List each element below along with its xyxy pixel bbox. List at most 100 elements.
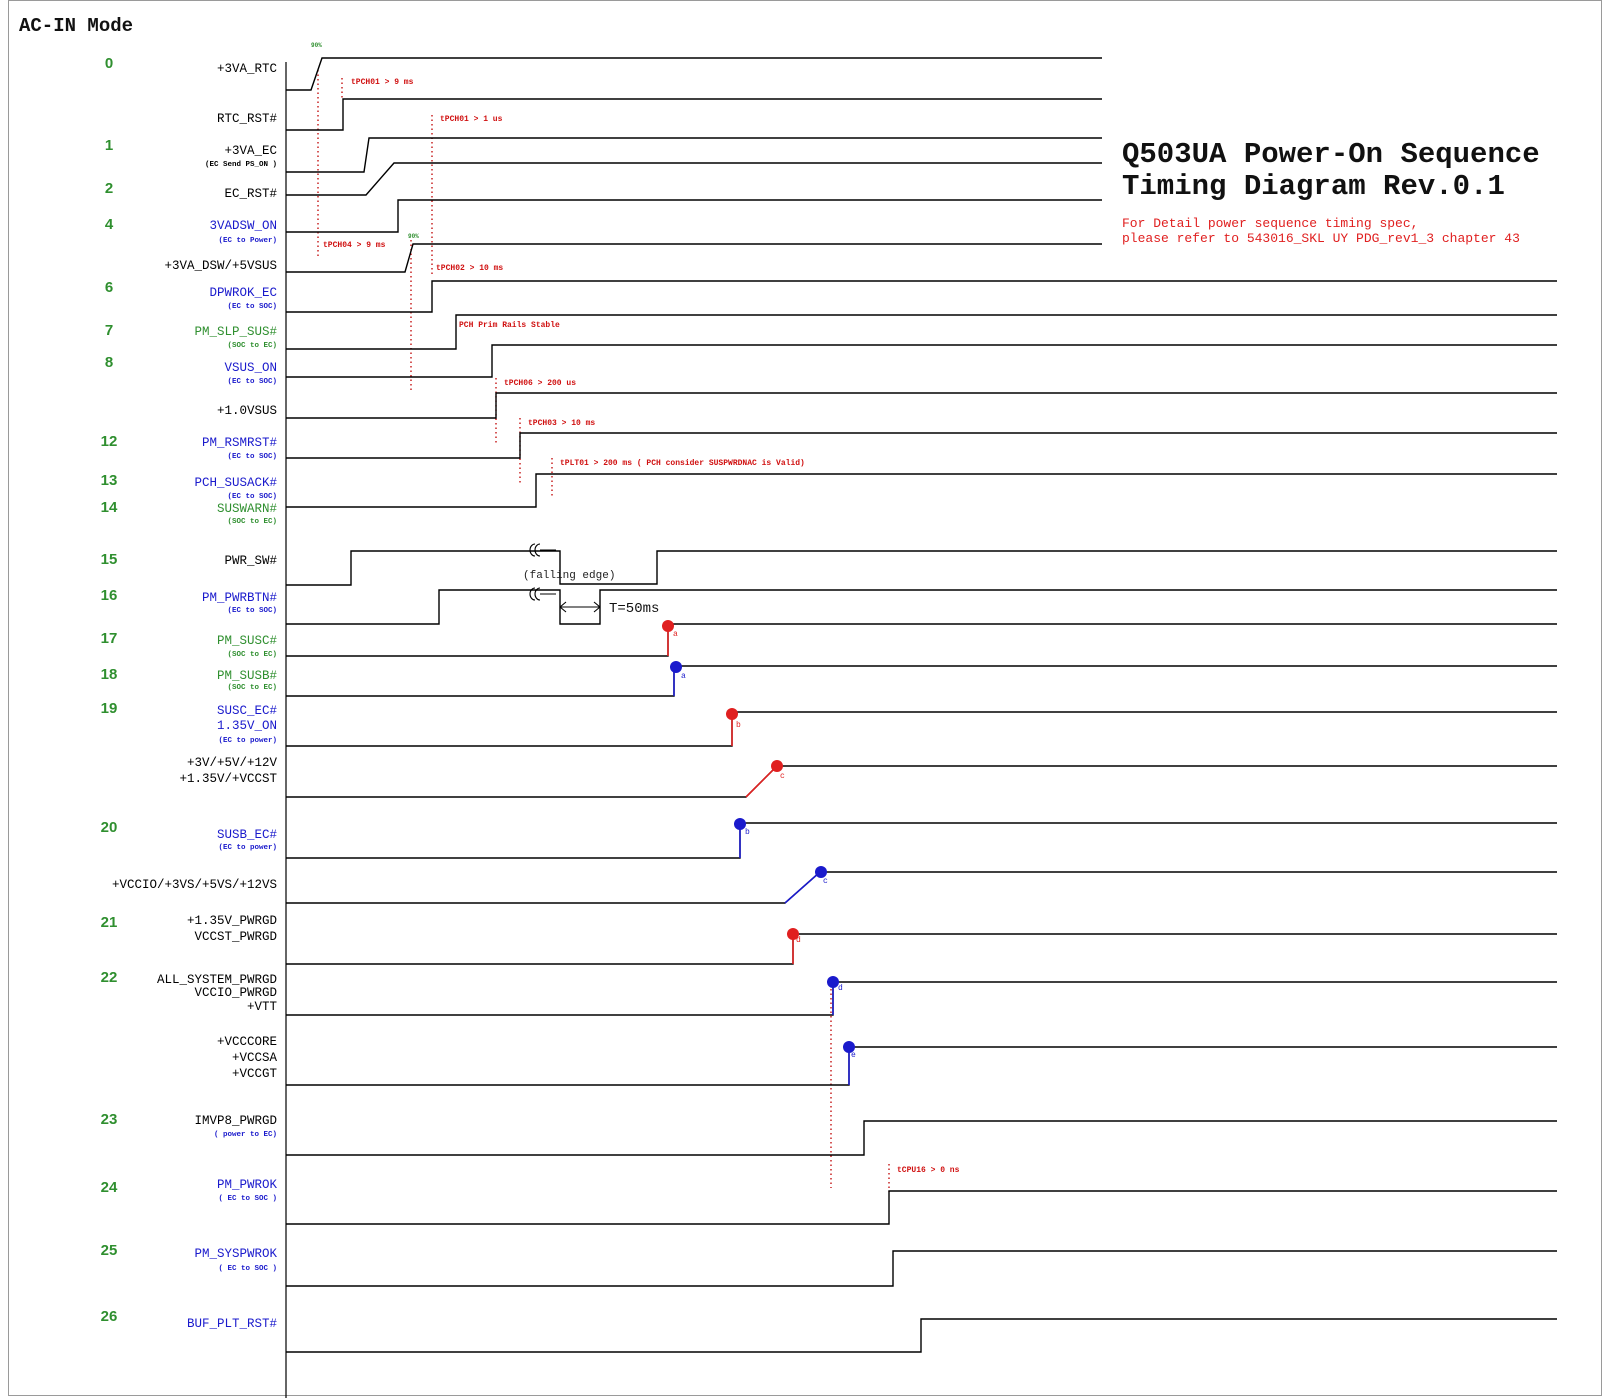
signal-label: PWR_SW# [224, 554, 277, 568]
falling-edge-annotation [529, 543, 601, 613]
step-number: 21 [101, 914, 118, 931]
wave-3vadsw-on [286, 243, 1102, 273]
signal-direction-label: (EC to SOC) [227, 493, 277, 501]
signal-label: VCCIO_PWRGD [194, 986, 277, 1000]
signal-label: PM_SUSB# [217, 669, 278, 683]
signal-label: PM_SUSC# [217, 634, 278, 648]
event-dots [662, 620, 855, 1053]
wave-pm-pwrbtn [286, 589, 1557, 625]
capacitor-icon-pwr-sw [529, 543, 556, 557]
event-dot-d-red [787, 928, 799, 940]
signal-label: IMVP8_PWRGD [194, 1114, 277, 1128]
step-number: 23 [101, 1111, 118, 1128]
step-number: 25 [101, 1242, 118, 1259]
event-dot-c-blue [815, 866, 827, 878]
wave-ec-send-ps-on [286, 162, 1102, 196]
event-dot-a-red [662, 620, 674, 632]
signal-direction-label: (EC to SOC) [227, 303, 277, 311]
timing-spec-label: tPCH04 > 9 ms [323, 241, 386, 250]
signal-label: PM_RSMRST# [202, 436, 278, 450]
signal-label: 3VADSW_ON [209, 219, 277, 233]
signal-label: PM_PWROK [217, 1178, 278, 1192]
step-number: 6 [105, 279, 113, 296]
timing-labels: tPCH01 > 9 ms tPCH01 > 1 us tPCH04 > 9 ms t… [323, 78, 960, 1175]
signal-label: BUF_PLT_RST# [187, 1317, 278, 1331]
wave-pm-pwrok [286, 1190, 1557, 1225]
signal-direction-label: ( EC to SOC ) [218, 1195, 277, 1203]
capacitor-icon-pwrbtn [529, 587, 556, 601]
step-number: 26 [101, 1308, 118, 1325]
diagram-title-line2: Timing Diagram Rev.0.1 [1122, 170, 1505, 203]
diagram-frame [8, 0, 1602, 1396]
wave-1p35v-pwrgd-base [286, 933, 1557, 965]
signal-label: +VCCSA [232, 1051, 278, 1065]
event-letter: b [736, 721, 741, 730]
signal-label: +VCCCORE [217, 1035, 277, 1049]
signal-direction-label: (SOC to EC) [227, 651, 277, 659]
event-dot-a-blue [670, 661, 682, 673]
signal-label: 1.35V_ON [217, 719, 277, 733]
signal-label: EC_RST# [224, 187, 277, 201]
signal-label: ALL_SYSTEM_PWRGD [157, 973, 277, 987]
mode-label: AC-IN Mode [19, 15, 133, 37]
step-number: 4 [105, 216, 114, 233]
wave-pm-slp-sus [286, 344, 1557, 378]
step-number: 24 [101, 1179, 118, 1196]
step-number: 0 [105, 55, 113, 72]
signal-label: VCCST_PWRGD [194, 930, 277, 944]
timing-spec-label: tPCH03 > 10 ms [528, 419, 595, 428]
event-letter: d [838, 984, 843, 993]
wave-dpwrok-ec [286, 314, 1557, 350]
event-dot-d-blue [827, 976, 839, 988]
wave-pwr-sw [286, 550, 1557, 586]
signal-label: +3V/+5V/+12V [187, 756, 278, 770]
event-letter: b [745, 828, 750, 837]
signal-label: PM_SYSPWROK [194, 1247, 277, 1261]
timing-spec-label: tPCH02 > 10 ms [436, 264, 503, 273]
event-letter: e [851, 1051, 856, 1060]
wave-vcccore-base [286, 1046, 1557, 1086]
signal-direction-label: (EC to Power) [218, 237, 277, 245]
step-number: 2 [105, 180, 113, 197]
signal-label: +VCCIO/+3VS/+5VS/+12VS [112, 878, 277, 892]
signal-direction-label: (SOC to EC) [227, 342, 277, 350]
signal-label: +VTT [247, 1000, 278, 1014]
signal-label: DPWROK_EC [209, 286, 277, 300]
diagram-title-line1: Q503UA Power-On Sequence [1122, 138, 1540, 171]
step-number: 17 [101, 630, 118, 647]
signal-direction-label: (EC to SOC) [227, 378, 277, 386]
wave-pm-rsmrst [286, 473, 1557, 508]
step-number: 22 [101, 969, 118, 986]
event-letter: a [673, 630, 678, 639]
signal-label: +3VA_DSW/+5VSUS [164, 259, 277, 273]
event-letter: c [823, 877, 828, 886]
pulse-width-arrow-icon [559, 601, 601, 613]
signal-labels: +3VA_RTC RTC_RST# +3VA_EC (EC Send PS_ON ) E… [112, 62, 278, 1331]
spec-note-line1: For Detail power sequence timing spec, [1122, 216, 1418, 231]
signal-direction-label: (EC to power) [218, 737, 277, 745]
event-dot-b-red [726, 708, 738, 720]
timing-spec-label: tPCH06 > 200 us [504, 379, 576, 388]
wave-vccio-base [286, 871, 1557, 904]
signal-label: +VCCGT [232, 1067, 278, 1081]
signal-label: PM_SLP_SUS# [194, 325, 277, 339]
wave-3va-rtc [286, 57, 1102, 91]
wave-all-system-pwrgd-base [286, 981, 1557, 1016]
signal-label: SUSWARN# [217, 502, 278, 516]
wave-3va-dsw [286, 280, 1557, 313]
wave-3va-ec [286, 137, 1102, 173]
signal-direction-label: (EC to SOC) [227, 453, 277, 461]
wave-susc-ec-base [286, 711, 1557, 747]
threshold-label: 90% [408, 233, 419, 240]
event-letter: a [681, 672, 686, 681]
step-number: 12 [101, 433, 118, 450]
step-number: 8 [105, 354, 113, 371]
pct-labels: 90% 90% [311, 42, 419, 240]
signal-direction-label: ( power to EC) [214, 1131, 277, 1139]
signal-label: PCH_SUSACK# [194, 476, 277, 490]
wave-pm-syspwrok [286, 1250, 1557, 1287]
signal-label: +3VA_EC [224, 144, 277, 158]
wave-vsus-on [286, 392, 1557, 419]
wave-susb-ec-base [286, 822, 1557, 859]
